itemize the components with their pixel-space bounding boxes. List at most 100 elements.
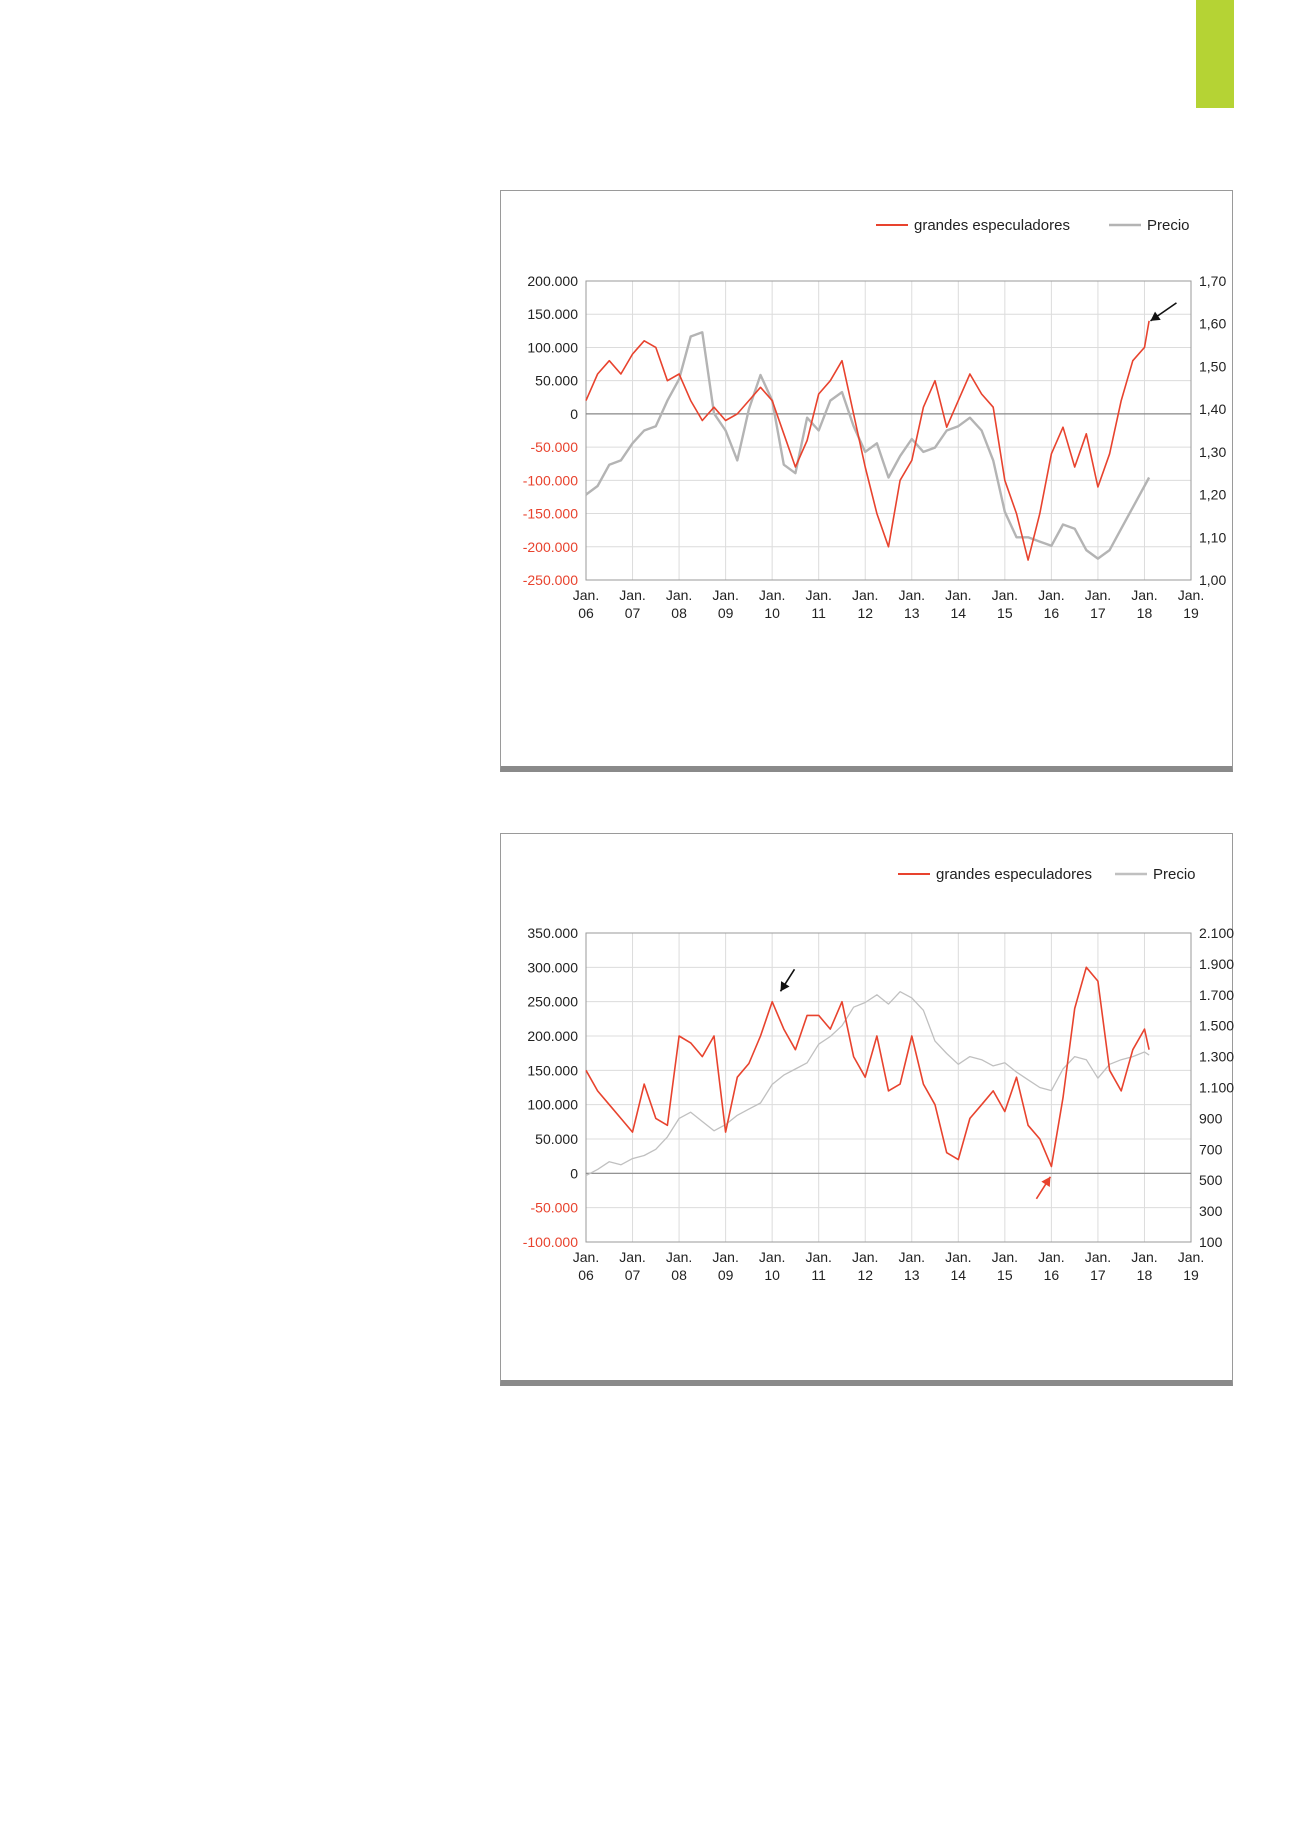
y-left-tick-label: 50.000 xyxy=(535,1131,578,1147)
y-left-tick-label: 200.000 xyxy=(527,1028,578,1044)
y-left-tick-label: 150.000 xyxy=(527,306,578,322)
chart-2-svg: 350.000 300.000 250.000 200.000 150.000 100.0… xyxy=(523,866,1234,1283)
y-left-tick-label: 100.000 xyxy=(527,1097,578,1113)
y-right-tick-label: 1,30 xyxy=(1199,444,1226,460)
y-left-tick-label: 200.000 xyxy=(527,273,578,289)
y-left-tick-label: 50.000 xyxy=(535,373,578,389)
x-tick-label: 12 xyxy=(857,605,873,621)
x-tick-label: Jan. xyxy=(1131,1249,1157,1265)
y-right-tick-label: 1.300 xyxy=(1199,1049,1234,1065)
series-line-speculators xyxy=(585,320,1150,561)
x-tick-label: 10 xyxy=(764,605,780,621)
y-left-tick-label: 250.000 xyxy=(527,994,578,1010)
x-tick-label: Jan. xyxy=(759,1249,785,1265)
y-right-tick-label: 1.500 xyxy=(1199,1018,1234,1034)
y-right-tick-label: 1,00 xyxy=(1199,572,1226,588)
x-tick-label: Jan. xyxy=(759,587,785,603)
y-right-tick-label: 1.700 xyxy=(1199,987,1234,1003)
x-tick-label: 09 xyxy=(718,1267,734,1283)
x-tick-label: 18 xyxy=(1137,1267,1153,1283)
x-tick-label: Jan. xyxy=(573,1249,599,1265)
y-right-tick-label: 1,10 xyxy=(1199,529,1226,545)
x-tick-label: 11 xyxy=(811,1267,826,1283)
x-tick-label: 07 xyxy=(625,1267,641,1283)
legend-label-price: Precio xyxy=(1153,866,1196,883)
x-tick-label: Jan. xyxy=(712,587,738,603)
series-line-speculators xyxy=(585,966,1150,1168)
x-tick-label: Jan. xyxy=(619,587,645,603)
x-tick-label: Jan. xyxy=(852,1249,878,1265)
y-right-tick-label: 300 xyxy=(1199,1203,1223,1219)
chart-panel-2: 350.000 300.000 250.000 200.000 150.000 100.0… xyxy=(500,833,1234,1386)
legend-label-speculators: grandes especuladores xyxy=(936,866,1092,883)
y-right-tick-label: 1,60 xyxy=(1199,316,1226,332)
x-tick-label: 14 xyxy=(951,605,967,621)
y-right-tick-label: 500 xyxy=(1199,1172,1223,1188)
x-tick-label: 08 xyxy=(671,1267,687,1283)
y-left-tick-label: 300.000 xyxy=(527,959,578,975)
plot-area xyxy=(585,280,1192,581)
x-tick-label: 18 xyxy=(1137,605,1153,621)
y-right-tick-label: 1,40 xyxy=(1199,401,1226,417)
x-tick-label: Jan. xyxy=(1085,587,1111,603)
x-tick-label: Jan. xyxy=(712,1249,738,1265)
x-tick-label: Jan. xyxy=(945,1249,971,1265)
y-right-tick-label: 1.100 xyxy=(1199,1080,1234,1096)
x-tick-label: 06 xyxy=(578,605,594,621)
y-left-tick-label: 150.000 xyxy=(527,1062,578,1078)
y-left-tick-label: -200.000 xyxy=(523,539,578,555)
x-tick-label: 17 xyxy=(1090,1267,1106,1283)
accent-bar xyxy=(1196,0,1234,108)
x-tick-label: 13 xyxy=(904,605,920,621)
x-tick-label: 16 xyxy=(1044,1267,1060,1283)
x-tick-label: 11 xyxy=(811,605,826,621)
chart-panel-1: 200.000 150.000 100.000 50.000 0 -50.000 -100.… xyxy=(500,190,1233,772)
x-tick-label: Jan. xyxy=(945,587,971,603)
y-left-tick-label: -100.000 xyxy=(523,472,578,488)
x-tick-label: 12 xyxy=(857,1267,873,1283)
y-left-tick-label: 0 xyxy=(570,1165,578,1181)
x-tick-label: Jan. xyxy=(1038,587,1064,603)
x-tick-label: 19 xyxy=(1183,1267,1199,1283)
x-tick-label: 17 xyxy=(1090,605,1106,621)
x-tick-label: 15 xyxy=(997,605,1013,621)
x-tick-label: 08 xyxy=(671,605,687,621)
x-tick-label: Jan. xyxy=(805,1249,831,1265)
x-tick-label: Jan. xyxy=(666,587,692,603)
legend-label-price: Precio xyxy=(1147,217,1190,234)
y-left-tick-label: 100.000 xyxy=(527,339,578,355)
x-tick-label: Jan. xyxy=(992,587,1018,603)
series-line-price xyxy=(585,991,1150,1177)
x-tick-label: Jan. xyxy=(666,1249,692,1265)
x-tick-label: 10 xyxy=(764,1267,780,1283)
annotation-arrow-head xyxy=(780,981,790,992)
x-tick-label: 06 xyxy=(578,1267,594,1283)
y-right-tick-label: 1,70 xyxy=(1199,273,1226,289)
y-right-tick-label: 2.100 xyxy=(1199,925,1234,941)
series-line-price xyxy=(585,331,1151,560)
x-tick-label: 15 xyxy=(997,1267,1013,1283)
x-tick-label: 07 xyxy=(625,605,641,621)
y-left-tick-label: -250.000 xyxy=(523,572,578,588)
y-left-tick-label: 0 xyxy=(570,406,578,422)
y-right-tick-label: 700 xyxy=(1199,1141,1223,1157)
x-tick-label: 13 xyxy=(904,1267,920,1283)
x-tick-label: Jan. xyxy=(1178,587,1204,603)
x-tick-label: Jan. xyxy=(805,587,831,603)
y-left-tick-label: -50.000 xyxy=(531,439,579,455)
x-tick-label: Jan. xyxy=(619,1249,645,1265)
legend-label-speculators: grandes especuladores xyxy=(914,217,1070,234)
x-tick-label: Jan. xyxy=(573,587,599,603)
annotation-arrow-head xyxy=(1041,1176,1051,1188)
x-tick-label: Jan. xyxy=(1131,587,1157,603)
x-tick-label: 16 xyxy=(1044,605,1060,621)
x-tick-label: Jan. xyxy=(1178,1249,1204,1265)
annotation-arrow-head xyxy=(1150,311,1161,321)
y-right-tick-label: 1,20 xyxy=(1199,487,1226,503)
y-right-tick-label: 900 xyxy=(1199,1110,1223,1126)
x-tick-label: 19 xyxy=(1183,605,1199,621)
y-right-tick-label: 1,50 xyxy=(1199,358,1226,374)
x-tick-label: Jan. xyxy=(1085,1249,1111,1265)
y-left-tick-label: -100.000 xyxy=(523,1234,578,1250)
x-tick-label: Jan. xyxy=(992,1249,1018,1265)
